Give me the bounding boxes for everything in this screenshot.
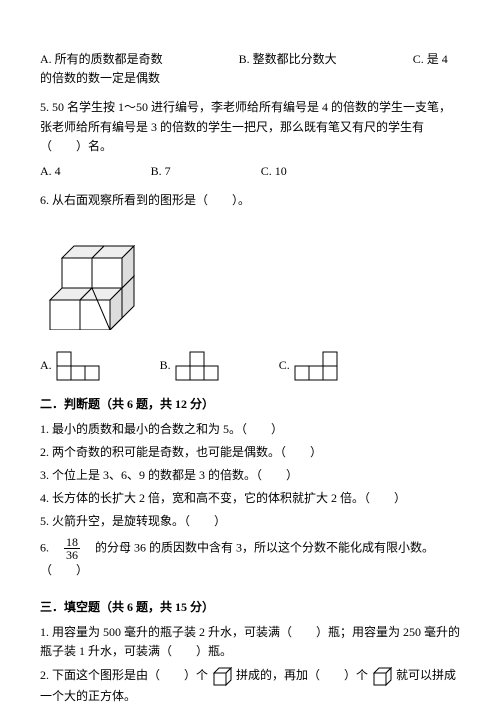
q4-opt-b: B. 整数都比分数大 (239, 52, 337, 66)
sec2-i6-pre: 6. (40, 540, 61, 554)
shape-c: C. (279, 351, 338, 381)
sec2-i6: 6. 18 36 的分母 36 的质因数中含有 3，所以这个分数不能化成有限小数… (40, 536, 460, 580)
sec3-i1: 1. 用容量为 500 毫升的瓶子装 2 升水，可装满（ ）瓶；用容量为 250… (40, 623, 460, 661)
shape-b-icon (175, 351, 219, 381)
sec2-i2: 2. 两个奇数的积可能是奇数，也可能是偶数。（ ） (40, 443, 460, 462)
shape-a-icon (56, 351, 100, 381)
small-cube-icon-2 (371, 665, 393, 687)
small-cube-icon (211, 665, 233, 687)
q4-options: A. 所有的质数都是奇数 B. 整数都比分数大 C. 是 4 的倍数的数一定是偶… (40, 50, 460, 88)
sec2-i6-post: 的分母 36 的质因数中含有 3，所以这个分数不能化成有限小数。（ ） (40, 540, 434, 577)
fraction-num: 18 (64, 536, 80, 549)
q4-opt-a: A. 所有的质数都是奇数 (40, 52, 163, 66)
fraction: 18 36 (64, 536, 80, 561)
q5-opt-c: C. 10 (261, 162, 287, 181)
q5-opt-a: A. 4 (40, 162, 61, 181)
q5-text: 5. 50 名学生按 1～50 进行编号，李老师给所有编号是 4 的倍数的学生一… (40, 98, 460, 156)
q6-text: 6. 从右面观察所看到的图形是（ ）。 (40, 191, 460, 210)
shape-options: A. B. C. (40, 351, 460, 381)
shape-c-icon (294, 351, 338, 381)
sec2-i4: 4. 长方体的长扩大 2 倍，宽和高不变，它的体积就扩大 2 倍。（ ） (40, 489, 460, 508)
sec2-i5: 5. 火箭升空，是旋转现象。（ ） (40, 512, 460, 531)
shape-b-label: B. (160, 356, 171, 375)
sec3-i2-b: 拼成的，再加（ ）个 (236, 668, 368, 682)
q5-options: A. 4 B. 7 C. 10 (40, 162, 460, 181)
shape-a: A. (40, 351, 100, 381)
sec3-i2: 2. 下面这个图形是由（ ）个 拼成的，再加（ ）个 就可以拼成一个大的正方体。 (40, 665, 460, 706)
shape-a-label: A. (40, 356, 52, 375)
q5-opt-b: B. 7 (151, 162, 171, 181)
sec3-i2-a: 2. 下面这个图形是由（ ）个 (40, 668, 208, 682)
shape-b: B. (160, 351, 219, 381)
cube-figure (40, 220, 460, 336)
sec3-title: 三．填空题（共 6 题，共 15 分） (40, 598, 460, 617)
shape-c-label: C. (279, 356, 290, 375)
sec2-i1: 1. 最小的质数和最小的合数之和为 5。（ ） (40, 420, 460, 439)
fraction-den: 36 (64, 549, 80, 561)
sec2-i3: 3. 个位上是 3、6、9 的数都是 3 的倍数。（ ） (40, 466, 460, 485)
sec2-title: 二．判断题（共 6 题，共 12 分） (40, 395, 460, 414)
cube-3d-icon (40, 220, 160, 330)
